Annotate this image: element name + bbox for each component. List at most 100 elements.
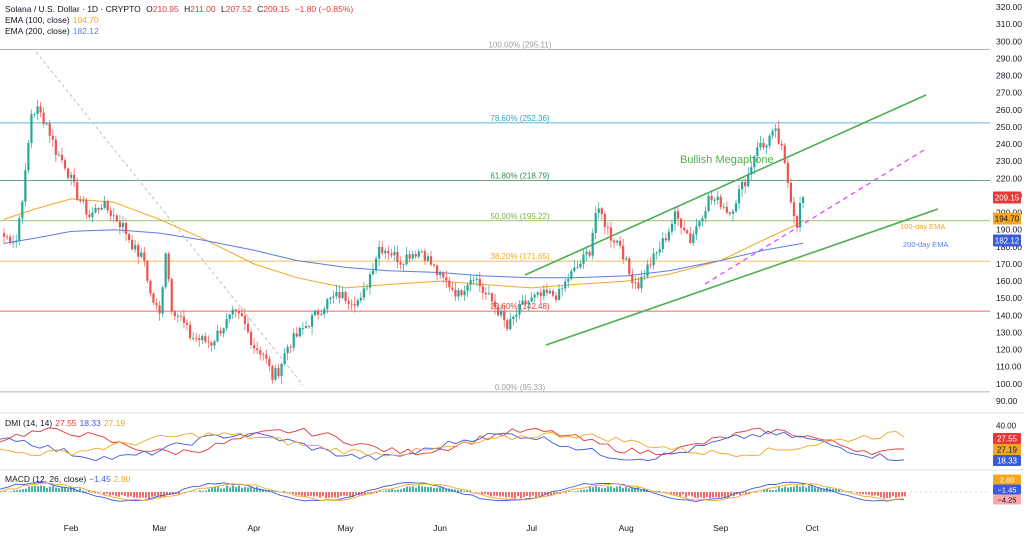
macd-histogram-bar <box>730 492 732 496</box>
macd-histogram-bar <box>745 492 747 495</box>
candle-body <box>216 330 219 342</box>
macd-histogram-bar <box>769 489 771 492</box>
y-tick-label: 170.00 <box>996 259 1022 269</box>
macd-histogram-bar <box>211 487 213 492</box>
candle-body <box>51 135 54 140</box>
candle-body <box>670 223 674 232</box>
candle-body <box>42 112 45 124</box>
candle-body <box>204 336 207 342</box>
macd-histogram-bar <box>619 485 621 492</box>
macd-histogram-bar <box>325 492 327 499</box>
macd-histogram-bar <box>613 487 615 492</box>
candle-body <box>246 323 250 332</box>
candle-body <box>731 211 735 214</box>
price-tag-label: 182.12 <box>995 237 1020 246</box>
candle-body <box>256 348 259 351</box>
macd-histogram-bar <box>235 486 237 492</box>
candle-body <box>317 310 320 315</box>
macd-histogram-bar <box>247 487 249 492</box>
candle-body <box>146 260 149 281</box>
macd-histogram-bar <box>424 486 426 492</box>
candle-body <box>365 287 369 289</box>
macd-histogram-bar <box>361 492 363 496</box>
candle-body <box>713 199 716 201</box>
macd-tag-box <box>993 484 1021 495</box>
candle-body <box>18 218 21 241</box>
x-tick-label: May <box>338 523 355 533</box>
candle-body <box>573 267 576 272</box>
macd-histogram-bar <box>505 492 507 498</box>
macd-histogram-bar <box>436 487 438 492</box>
candle-body <box>774 128 777 131</box>
dmi-tag-label: 27.55 <box>997 435 1018 444</box>
candle-body <box>619 240 622 246</box>
macd-tag-label: 2.80 <box>1000 476 1015 485</box>
y-tick-label: 100.00 <box>996 379 1022 389</box>
candle-body <box>33 114 36 115</box>
retracement-dashed-line <box>35 51 304 386</box>
macd-histogram-bar <box>19 489 21 492</box>
macd-histogram-bar <box>64 486 66 492</box>
candle-body <box>448 280 451 288</box>
candle-body <box>335 292 338 297</box>
macd-histogram-bar <box>328 492 330 498</box>
macd-histogram-bar <box>307 492 309 496</box>
fib-level-label: 0.00% (95.33) <box>495 383 546 392</box>
ema100-line <box>3 198 804 289</box>
macd-histogram-bar <box>487 492 489 495</box>
candle-body <box>530 297 533 302</box>
macd-histogram-bar <box>727 492 729 498</box>
macd-histogram-bar <box>877 492 879 496</box>
x-tick-label: Feb <box>64 523 79 533</box>
macd-histogram-bar <box>31 486 33 492</box>
candle-body <box>591 232 594 256</box>
candle-body <box>658 249 661 253</box>
y-tick-label: 90.00 <box>996 396 1018 406</box>
macd-histogram-bar <box>895 492 897 498</box>
macd-histogram-bar <box>514 492 516 499</box>
macd-histogram-bar <box>688 492 690 496</box>
y-tick-label: 320.00 <box>996 2 1022 12</box>
candle-body <box>36 106 39 115</box>
macd-histogram-bar <box>127 492 129 497</box>
price-tag-label: 194.70 <box>995 215 1020 224</box>
fib-level-label: 50.00% (195.22) <box>490 212 549 221</box>
candle-body <box>368 274 372 288</box>
macd-histogram-bar <box>544 492 546 495</box>
candle-body <box>262 354 265 355</box>
candle-body <box>716 196 719 200</box>
candle-body <box>567 278 570 282</box>
macd-tag-label: −1.45 <box>998 486 1017 495</box>
candle-body <box>506 320 509 330</box>
chart-annotations: Bullish Megaphone 100-day EMA 200-day EMA <box>680 154 948 249</box>
macd-histogram-bar <box>103 492 105 495</box>
macd-histogram-bar <box>673 492 675 495</box>
macd-histogram-bar <box>682 492 684 495</box>
macd-histogram-bar <box>433 487 435 492</box>
x-tick-label: Aug <box>619 523 634 533</box>
macd-histogram-bar <box>337 492 339 498</box>
candle-body <box>503 310 506 321</box>
macd-histogram-bar <box>793 486 795 492</box>
macd-histogram-bar <box>463 490 465 492</box>
macd-histogram-bar <box>421 486 423 492</box>
candle-body <box>634 282 637 284</box>
candle-body <box>436 265 439 276</box>
candle-body <box>167 253 170 280</box>
candle-body <box>454 289 457 297</box>
candle-body <box>121 222 125 227</box>
y-tick-label: 180.00 <box>996 242 1022 252</box>
macd-histogram-bar <box>706 492 708 498</box>
macd-histogram-bar <box>676 492 678 496</box>
macd-histogram-bar <box>253 487 255 492</box>
macd-histogram-bar <box>301 492 303 496</box>
macd-histogram-bar <box>40 485 42 492</box>
candle-body <box>381 246 384 254</box>
x-tick-label: Mar <box>152 523 167 533</box>
candle-body <box>109 210 112 216</box>
candle-body <box>24 170 27 202</box>
macd-histogram-bar <box>388 489 390 492</box>
candle-body <box>344 291 347 302</box>
y-tick-label: 250.00 <box>996 122 1022 132</box>
macd-histogram-bar <box>703 492 705 499</box>
